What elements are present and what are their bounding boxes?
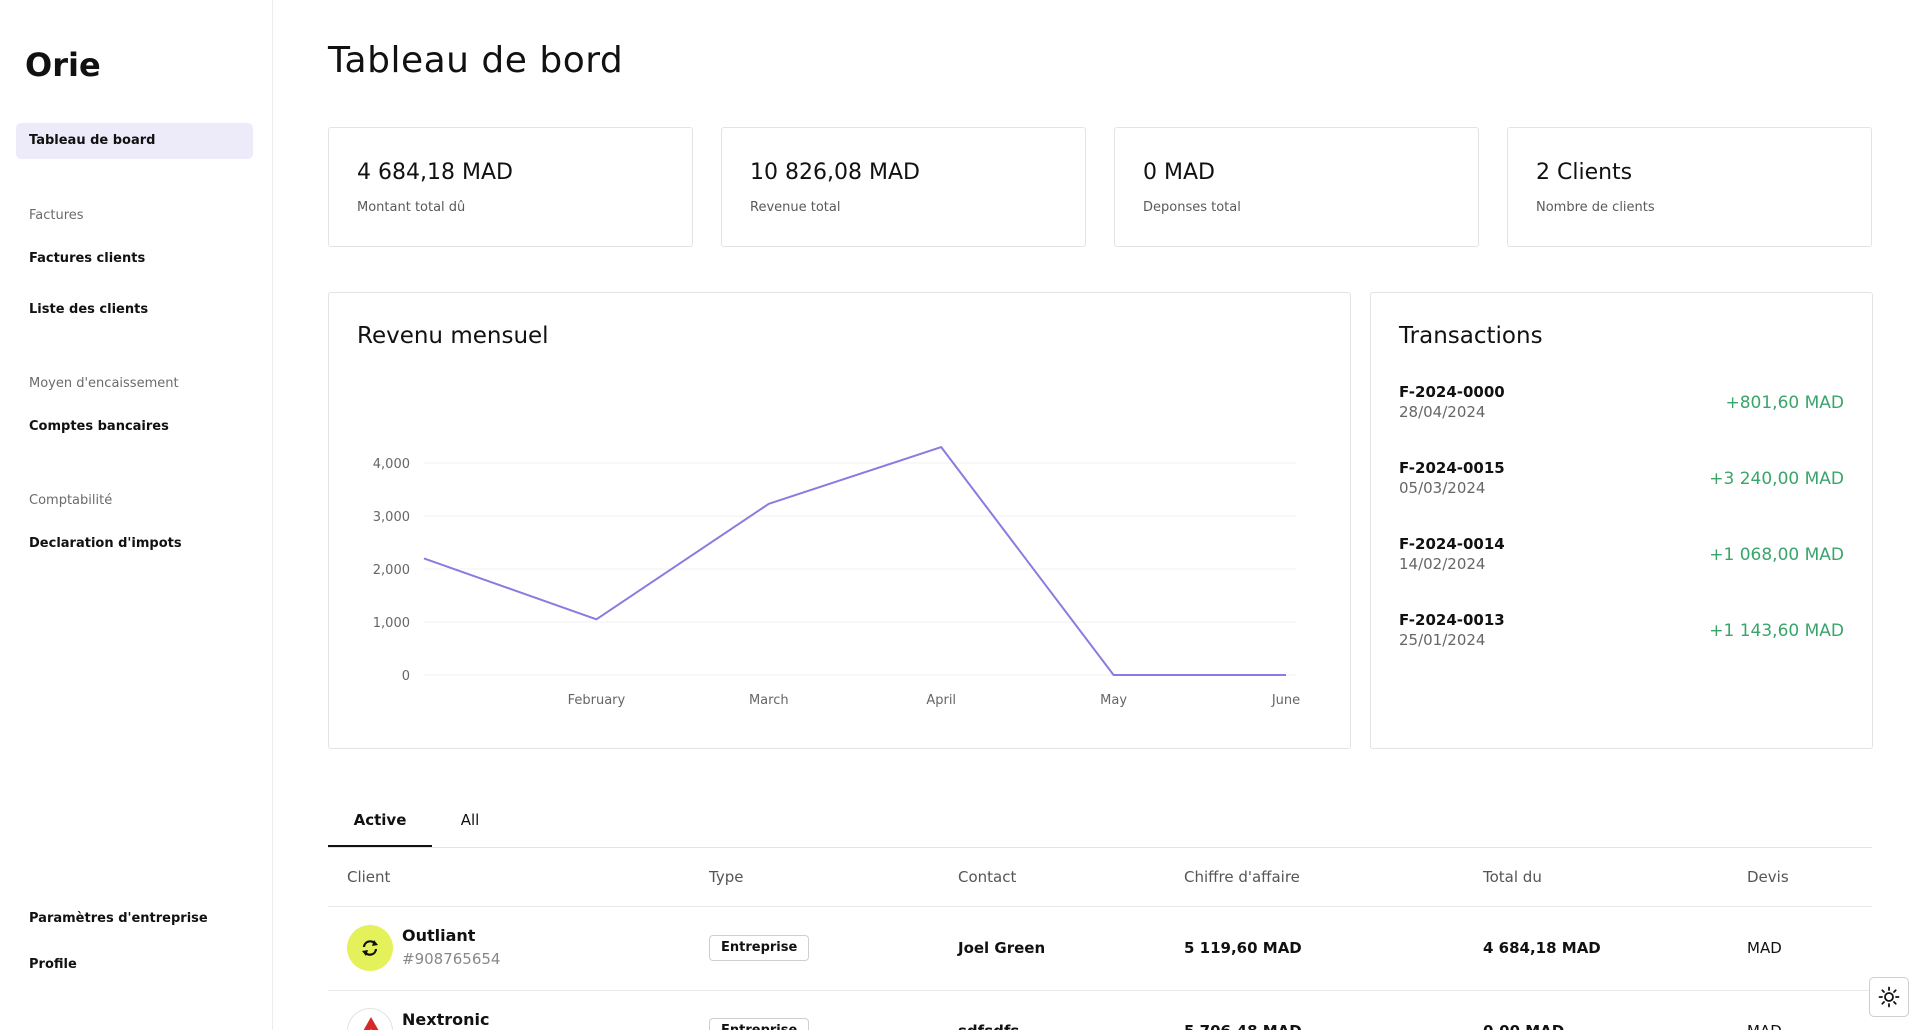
tab-all[interactable]: All: [460, 811, 480, 829]
transaction-item[interactable]: F-2024-0015 05/03/2024 +3 240,00 MAD: [1399, 459, 1844, 503]
sidebar-section-comptabilite: Comptabilité: [29, 493, 113, 508]
sidebar-section-factures: Factures: [29, 208, 84, 223]
table-header-divider: [328, 906, 1872, 907]
client-due: 0,00 MAD: [1483, 1022, 1564, 1030]
stat-value: 10 826,08 MAD: [750, 160, 920, 185]
transaction-item[interactable]: F-2024-0000 28/04/2024 +801,60 MAD: [1399, 383, 1844, 427]
y-tick-label: 0: [402, 669, 410, 684]
sidebar-item-client-list[interactable]: Liste des clients: [29, 302, 149, 317]
revenue-chart: 0 1,000 2,000 3,000 4,000 February March April M…: [373, 446, 1300, 708]
client-type-badge: Entreprise: [709, 935, 810, 961]
client-contact: Joel Green: [958, 939, 1046, 957]
stat-value: 0 MAD: [1143, 160, 1215, 185]
revenue-series-line: [423, 446, 1286, 676]
revenue-chart-panel: Revenu mensuel 0 1,000 2,000 3,000 4,000 Febr…: [328, 292, 1351, 749]
column-header-revenue[interactable]: Chiffre d'affaire: [1184, 868, 1300, 886]
stat-card-client-count: 2 Clients Nombre de clients: [1507, 127, 1872, 247]
sidebar-item-tax-declaration[interactable]: Declaration d'impots: [29, 536, 182, 551]
app-logo: Orie: [25, 46, 101, 84]
transaction-id: F-2024-0013: [1399, 611, 1505, 629]
x-tick-label: February: [568, 693, 626, 708]
client-avatar-outliant: [347, 925, 393, 971]
transactions-title: Transactions: [1399, 323, 1543, 349]
x-tick-label: April: [926, 693, 956, 708]
column-header-due[interactable]: Total du: [1483, 868, 1542, 886]
stat-label: Nombre de clients: [1536, 200, 1655, 215]
client-id: #908765654: [402, 950, 501, 968]
client-name[interactable]: Nextronic: [402, 1010, 490, 1029]
column-header-contact[interactable]: Contact: [958, 868, 1017, 886]
client-revenue: 5 706,48 MAD: [1184, 1022, 1302, 1030]
transaction-date: 05/03/2024: [1399, 479, 1486, 497]
column-header-type[interactable]: Type: [709, 868, 744, 886]
stat-label: Montant total dû: [357, 200, 466, 215]
table-row-divider: [328, 990, 1872, 991]
transaction-id: F-2024-0014: [1399, 535, 1505, 553]
stat-label: Revenue total: [750, 200, 841, 215]
tab-active[interactable]: Active: [328, 796, 432, 848]
client-currency: MAD: [1747, 939, 1782, 957]
transaction-id: F-2024-0015: [1399, 459, 1505, 477]
client-contact: sdfsdfs: [958, 1022, 1019, 1030]
sidebar-item-profile[interactable]: Profile: [29, 957, 77, 972]
nextronic-logo-icon: [363, 1017, 379, 1030]
y-tick-label: 1,000: [373, 616, 410, 631]
page-title: Tableau de bord: [328, 40, 624, 81]
transaction-date: 28/04/2024: [1399, 403, 1486, 421]
client-type-badge: Entreprise: [709, 1018, 810, 1030]
stat-card-total-expenses: 0 MAD Deponses total: [1114, 127, 1479, 247]
client-currency: MAD: [1747, 1022, 1782, 1030]
client-avatar-nextronic: [347, 1008, 393, 1030]
transaction-amount: +1 143,60 MAD: [1709, 621, 1844, 641]
sidebar-item-bank-accounts[interactable]: Comptes bancaires: [29, 419, 169, 434]
sidebar-item-client-invoices[interactable]: Factures clients: [29, 251, 146, 266]
transaction-id: F-2024-0000: [1399, 383, 1505, 401]
stat-card-total-revenue: 10 826,08 MAD Revenue total: [721, 127, 1086, 247]
column-header-client[interactable]: Client: [347, 868, 391, 886]
transaction-date: 25/01/2024: [1399, 631, 1486, 649]
y-tick-label: 3,000: [373, 510, 410, 525]
transaction-amount: +3 240,00 MAD: [1709, 469, 1844, 489]
client-due: 4 684,18 MAD: [1483, 939, 1601, 957]
sidebar-section-encaissement: Moyen d'encaissement: [29, 376, 179, 391]
client-revenue: 5 119,60 MAD: [1184, 939, 1302, 957]
transaction-date: 14/02/2024: [1399, 555, 1486, 573]
transaction-amount: +1 068,00 MAD: [1709, 545, 1844, 565]
sidebar-item-dashboard[interactable]: Tableau de board: [16, 123, 253, 159]
stat-value: 4 684,18 MAD: [357, 160, 513, 185]
theme-toggle-button[interactable]: [1869, 977, 1909, 1017]
revenue-chart-title: Revenu mensuel: [357, 323, 549, 349]
x-tick-label: March: [749, 693, 789, 708]
transaction-item[interactable]: F-2024-0014 14/02/2024 +1 068,00 MAD: [1399, 535, 1844, 579]
y-tick-label: 4,000: [373, 457, 410, 472]
sidebar: Orie Tableau de board Factures Factures …: [0, 0, 273, 1030]
y-tick-label: 2,000: [373, 563, 410, 578]
transaction-item[interactable]: F-2024-0013 25/01/2024 +1 143,60 MAD: [1399, 611, 1844, 655]
x-tick-label: May: [1100, 693, 1127, 708]
stat-label: Deponses total: [1143, 200, 1241, 215]
stat-card-amount-due: 4 684,18 MAD Montant total dû: [328, 127, 693, 247]
column-header-currency[interactable]: Devis: [1747, 868, 1789, 886]
sun-icon: [1878, 986, 1900, 1008]
transaction-amount: +801,60 MAD: [1725, 393, 1844, 413]
stat-value: 2 Clients: [1536, 160, 1633, 185]
client-name[interactable]: Outliant: [402, 926, 476, 945]
tabs-divider: [328, 847, 1872, 848]
transactions-panel: Transactions F-2024-0000 28/04/2024 +801…: [1370, 292, 1873, 749]
sync-icon: [362, 940, 378, 956]
sidebar-item-company-settings[interactable]: Paramètres d'entreprise: [29, 911, 208, 926]
x-tick-label: June: [1271, 693, 1300, 708]
